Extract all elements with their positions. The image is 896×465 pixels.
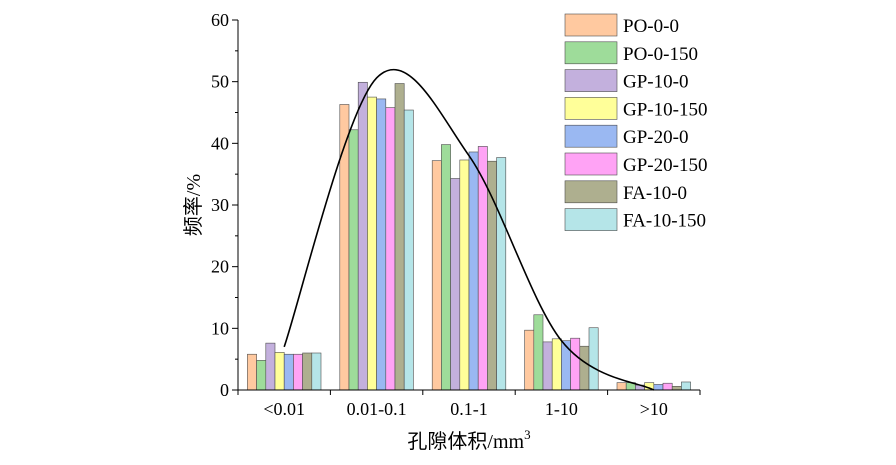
x-axis-label: 孔隙体积/mm3 [407,427,530,453]
bar-PO-0-150-0.01-0.1 [348,129,359,391]
y-tick-label: 0 [220,380,229,400]
legend-label-GP-10-0: GP-10-0 [623,72,688,93]
legend-label-GP-10-150: GP-10-150 [623,99,707,120]
bar-PO-0-0-1-10 [524,329,535,391]
bar-FA-10-0-1-10 [579,345,590,391]
bar-FA-10-150-0.1-1 [496,157,507,391]
bar-FA-10-150->10 [681,381,691,391]
bar-GP-20-0-1-10 [561,340,571,391]
legend-swatch-FA-10-150 [564,208,618,231]
x-tick-label: <0.01 [263,399,305,419]
bar-GP-20-150-<0.01 [293,353,303,391]
legend-swatch-GP-20-150 [564,152,618,176]
y-axis-label: 频率/% [182,174,205,236]
legend-label-FA-10-150: FA-10-150 [623,211,706,232]
fit-curve-layer [283,68,655,391]
bar-GP-10-0-1-10 [542,341,553,391]
legend-swatch-FA-10-0 [564,180,618,204]
y-tick-label: 60 [211,10,229,30]
bar-FA-10-0-0.01-0.1 [394,83,405,391]
x-tick-label: >10 [640,399,668,419]
legend-swatch-GP-10-150 [564,97,618,120]
legend-label-PO-0-0: PO-0-0 [623,16,679,37]
bar-GP-20-150->10 [662,382,673,391]
bar-PO-0-150-1-10 [533,314,544,391]
y-ticks: 0 10 20 30 40 50 60 [211,10,238,400]
bar-FA-10-0->10 [671,385,682,391]
bar-FA-10-150-0.01-0.1 [403,109,414,391]
y-tick-label: 10 [211,318,229,338]
bar-PO-0-0-0.1-1 [431,160,442,391]
y-tick-label: 40 [211,133,229,153]
bars-layer [247,81,691,391]
legend-label-PO-0-150: PO-0-150 [623,44,698,65]
fit-curve [283,68,655,391]
bar-FA-10-150-1-10 [588,327,599,391]
bar-GP-20-0->10 [653,384,664,391]
bar-FA-10-150-<0.01 [311,352,322,391]
bar-GP-20-150-1-10 [570,337,581,391]
legend-swatch-GP-10-0 [564,69,618,92]
legend-label-FA-10-0: FA-10-0 [623,183,687,204]
bar-GP-10-150-0.1-1 [459,159,470,391]
bar-PO-0-150-0.1-1 [441,144,451,391]
legend-swatch-PO-0-0 [564,13,618,37]
y-tick-label: 20 [211,257,229,277]
bar-PO-0-0-<0.01 [247,353,257,391]
bar-GP-20-150-0.01-0.1 [385,107,396,391]
bar-PO-0-0->10 [616,382,627,391]
bar-GP-10-150-0.01-0.1 [367,96,377,391]
y-tick-label: 30 [211,195,229,215]
x-tick-label: 0.1-1 [450,399,488,419]
legend-label-GP-20-150: GP-20-150 [623,155,707,176]
bar-FA-10-0-<0.01 [302,352,313,391]
bar-GP-10-150-1-10 [551,338,562,391]
bar-GP-10-0-<0.01 [265,342,276,391]
y-tick-label: 50 [211,72,229,92]
legend-swatch-GP-20-0 [564,124,618,148]
x-axis-label-text: 孔隙体积/mm [407,430,524,453]
bar-GP-20-0-<0.01 [283,353,294,391]
legend-label-GP-20-0: GP-20-0 [623,127,688,148]
bar-GP-20-0-0.1-1 [468,151,479,391]
bar-GP-10-0-0.01-0.1 [357,81,368,391]
bar-GP-20-150-0.1-1 [477,146,488,391]
x-axis-label-superscript: 3 [524,427,531,442]
x-tick-label: 1-10 [545,399,578,419]
x-tick-label: 0.01-0.1 [347,399,407,419]
bar-GP-10-150-<0.01 [274,352,285,391]
bar-GP-20-0-0.01-0.1 [376,98,387,391]
legend-swatch-PO-0-150 [564,41,618,65]
bar-GP-10-0-0.1-1 [450,178,461,391]
legend: PO-0-0 PO-0-150 GP-10-0 GP-10-150 GP-20-0 GP-… [562,12,725,238]
x-ticks: <0.01 0.01-0.1 0.1-1 1-10 >10 [237,390,701,419]
bar-PO-0-150-<0.01 [256,360,267,391]
